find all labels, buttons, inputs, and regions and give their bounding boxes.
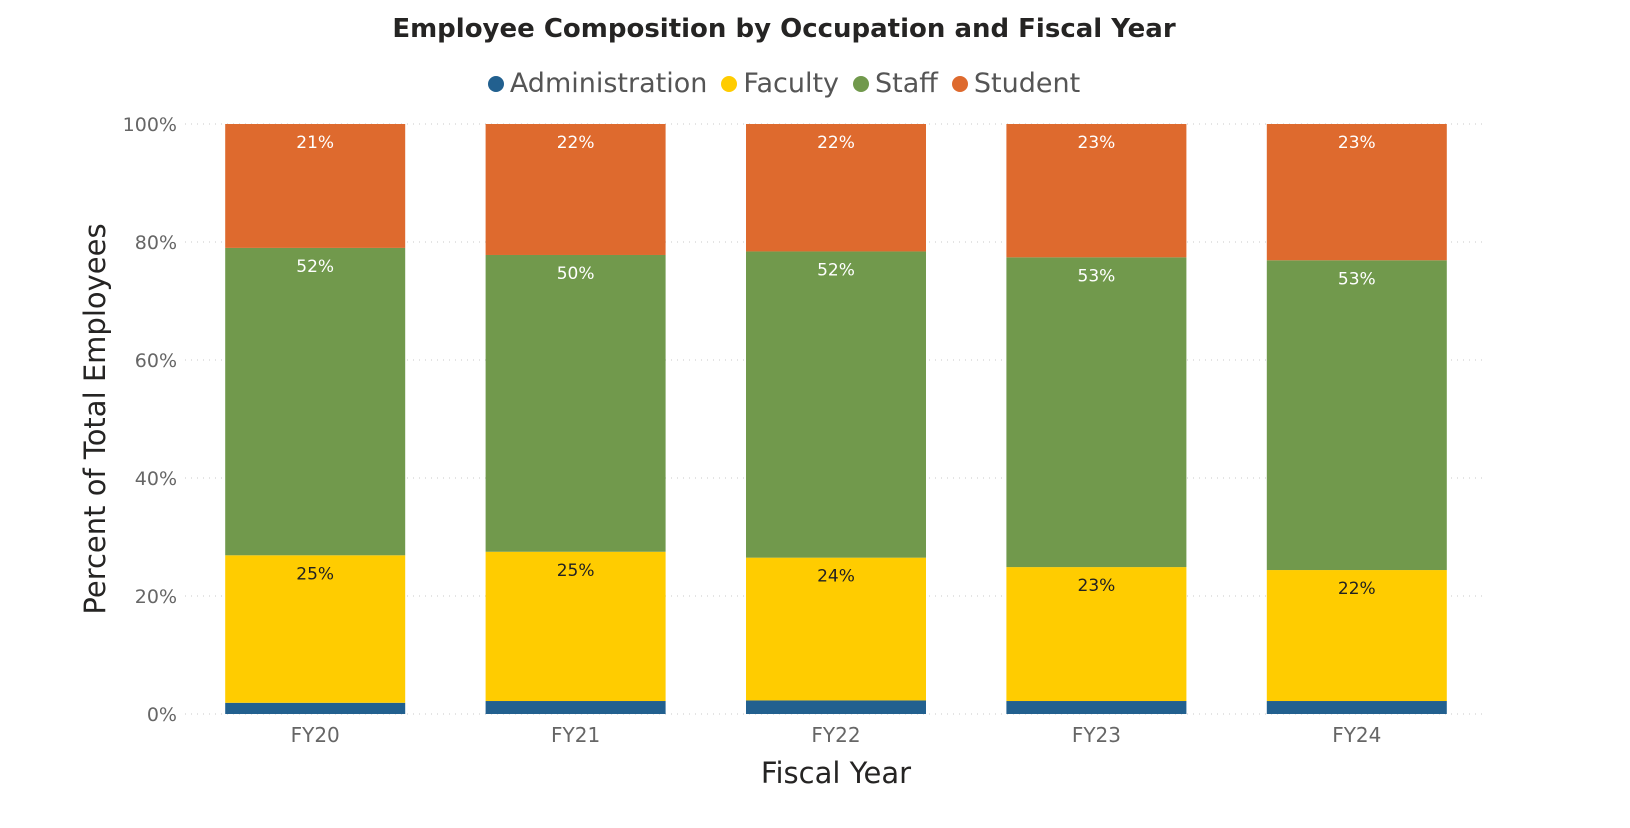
y-tick-label: 60% bbox=[135, 350, 177, 372]
legend-label: Student bbox=[973, 68, 1081, 99]
legend-label: Staff bbox=[875, 68, 938, 99]
bar-segment-faculty bbox=[746, 557, 926, 701]
data-label: 53% bbox=[1078, 266, 1116, 286]
y-tick-label: 40% bbox=[135, 468, 177, 490]
x-tick-label: FY21 bbox=[551, 723, 600, 747]
data-label: 23% bbox=[1078, 133, 1116, 153]
legend-marker-icon bbox=[853, 75, 870, 92]
data-label: 25% bbox=[557, 561, 595, 581]
data-label: 24% bbox=[817, 567, 855, 587]
data-label: 52% bbox=[296, 257, 334, 277]
bar-segment-administration bbox=[485, 701, 666, 714]
bar-segment-staff bbox=[746, 251, 926, 558]
bar-segment-faculty bbox=[225, 555, 406, 703]
legend-item[interactable]: Faculty bbox=[721, 68, 839, 99]
y-tick-label: 100% bbox=[123, 114, 177, 136]
x-tick-label: FY23 bbox=[1072, 723, 1121, 747]
x-tick-label: FY24 bbox=[1332, 723, 1381, 747]
y-tick-label: 0% bbox=[147, 704, 177, 726]
bar-segment-staff bbox=[485, 254, 666, 552]
legend-label: Faculty bbox=[743, 68, 840, 99]
legend-item[interactable]: Administration bbox=[487, 68, 708, 99]
chart-title: Employee Composition by Occupation and F… bbox=[392, 14, 1176, 44]
data-label: 21% bbox=[296, 133, 334, 153]
bar-segment-staff bbox=[225, 247, 406, 556]
legend-item[interactable]: Staff bbox=[853, 68, 938, 99]
data-label: 22% bbox=[557, 133, 595, 153]
data-label: 53% bbox=[1338, 269, 1376, 289]
bar-segment-faculty bbox=[1006, 567, 1187, 702]
legend-marker-icon bbox=[721, 75, 738, 92]
data-label: 52% bbox=[817, 260, 855, 280]
bar-segment-student bbox=[1266, 124, 1447, 261]
bar-segment-student bbox=[485, 124, 666, 255]
data-label: 22% bbox=[817, 133, 855, 153]
bar-segment-student bbox=[1006, 124, 1187, 258]
legend-marker-icon bbox=[951, 75, 968, 92]
y-tick-label: 80% bbox=[135, 232, 177, 254]
legend: Administration Faculty Staff Student bbox=[0, 68, 1568, 99]
bar-segment-administration bbox=[746, 700, 926, 714]
y-tick-label: 20% bbox=[135, 586, 177, 608]
data-label: 23% bbox=[1338, 133, 1376, 153]
bar-segment-administration bbox=[225, 702, 406, 714]
data-label: 22% bbox=[1338, 579, 1376, 599]
data-label: 25% bbox=[296, 564, 334, 584]
bar-segment-staff bbox=[1006, 257, 1187, 568]
x-axis-title: Fiscal Year bbox=[760, 756, 912, 790]
bar-segment-staff bbox=[1266, 260, 1447, 571]
x-tick-label: FY20 bbox=[291, 723, 340, 747]
legend-marker-icon bbox=[487, 75, 504, 92]
bar-segment-student bbox=[746, 124, 926, 252]
bar-segment-administration bbox=[1266, 701, 1447, 714]
data-label: 50% bbox=[557, 264, 595, 284]
x-tick-label: FY22 bbox=[811, 723, 860, 747]
legend-label: Administration bbox=[509, 68, 708, 99]
data-label: 23% bbox=[1078, 576, 1116, 596]
bar-segment-faculty bbox=[1266, 570, 1447, 702]
bar-segment-faculty bbox=[485, 551, 666, 702]
legend-item[interactable]: Student bbox=[951, 68, 1081, 99]
bar-segment-student bbox=[225, 124, 406, 248]
bar-segment-administration bbox=[1006, 701, 1187, 714]
